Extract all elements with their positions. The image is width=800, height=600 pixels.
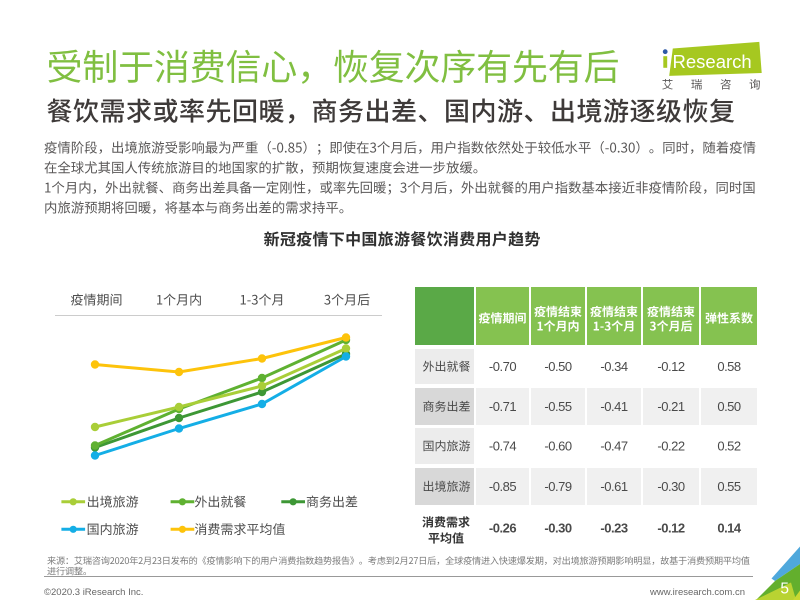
svg-text:0.14: 0.14	[717, 521, 742, 536]
svg-text:-0.34: -0.34	[600, 359, 627, 374]
svg-text:-0.23: -0.23	[600, 521, 627, 536]
svg-text:-0.79: -0.79	[544, 479, 571, 494]
svg-text:-0.85: -0.85	[489, 479, 516, 494]
svg-text:-0.26: -0.26	[489, 521, 516, 536]
svg-text:-0.55: -0.55	[544, 399, 571, 414]
svg-text:0.55: 0.55	[717, 479, 741, 494]
svg-text:-0.30: -0.30	[657, 479, 684, 494]
svg-text:-0.21: -0.21	[657, 399, 684, 414]
svg-text:0.58: 0.58	[717, 359, 741, 374]
svg-text:-0.41: -0.41	[600, 399, 627, 414]
svg-text:-0.12: -0.12	[657, 359, 684, 374]
svg-text:-0.12: -0.12	[657, 521, 684, 536]
svg-text:-0.22: -0.22	[657, 439, 684, 454]
svg-text:-0.60: -0.60	[544, 439, 571, 454]
svg-text:0.50: 0.50	[717, 399, 741, 414]
svg-text:-0.30: -0.30	[544, 521, 571, 536]
svg-text:-0.71: -0.71	[489, 399, 516, 414]
svg-text:-0.47: -0.47	[600, 439, 627, 454]
svg-text:5: 5	[780, 581, 789, 598]
svg-text:-0.50: -0.50	[544, 359, 571, 374]
svg-text:www.iresearch.com.cn: www.iresearch.com.cn	[649, 587, 745, 598]
svg-text:-0.70: -0.70	[489, 359, 516, 374]
svg-text:0.52: 0.52	[717, 439, 741, 454]
svg-text:Research: Research	[673, 51, 752, 72]
svg-text:©2020.3 iResearch Inc.: ©2020.3 iResearch Inc.	[44, 587, 143, 598]
svg-text:-0.74: -0.74	[489, 439, 516, 454]
svg-text:-0.61: -0.61	[600, 479, 627, 494]
